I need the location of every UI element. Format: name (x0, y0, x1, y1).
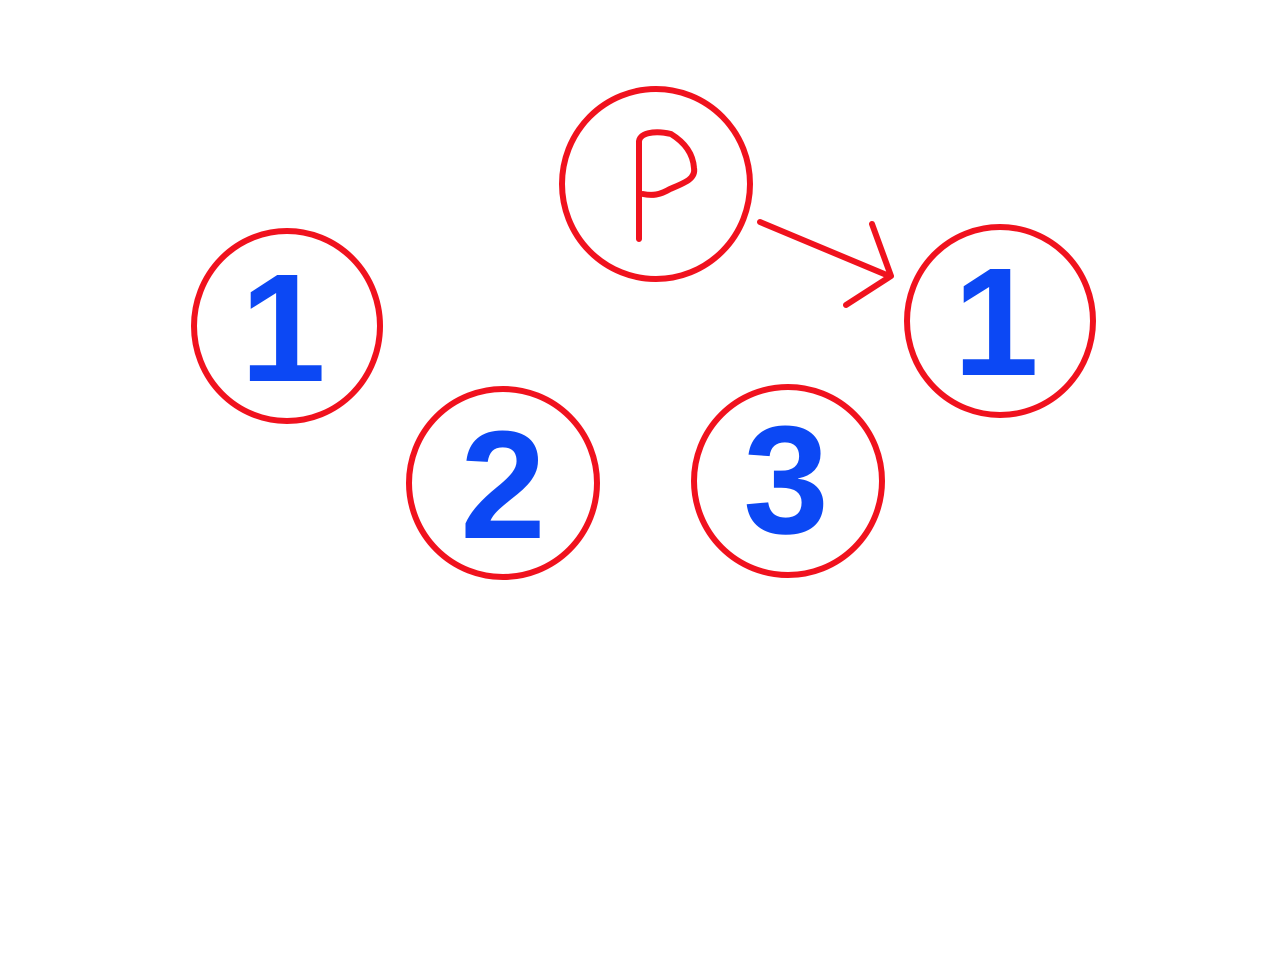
node-3: 3 (691, 384, 885, 578)
arrow-right-icon (757, 219, 894, 308)
node-1-head: 1 (904, 224, 1096, 418)
node-2-label: 2 (460, 399, 546, 571)
node-1-label: 1 (240, 242, 326, 414)
node-3-ring (691, 384, 885, 578)
node-1-head-ring (904, 224, 1096, 418)
pointer-letter-p (636, 129, 698, 242)
node-2: 2 (406, 386, 600, 580)
arrow-shaft (757, 219, 892, 279)
arrow-head (843, 221, 894, 308)
node-1: 1 (191, 228, 383, 424)
pointer-node: P (559, 86, 753, 282)
node-2-ring (406, 386, 600, 580)
pointer-label-text: P (656, 183, 657, 185)
node-3-label: 3 (743, 394, 829, 566)
pointer-node-ring (559, 86, 753, 282)
node-1-head-label: 1 (953, 236, 1039, 408)
node-1-ring (191, 228, 383, 424)
